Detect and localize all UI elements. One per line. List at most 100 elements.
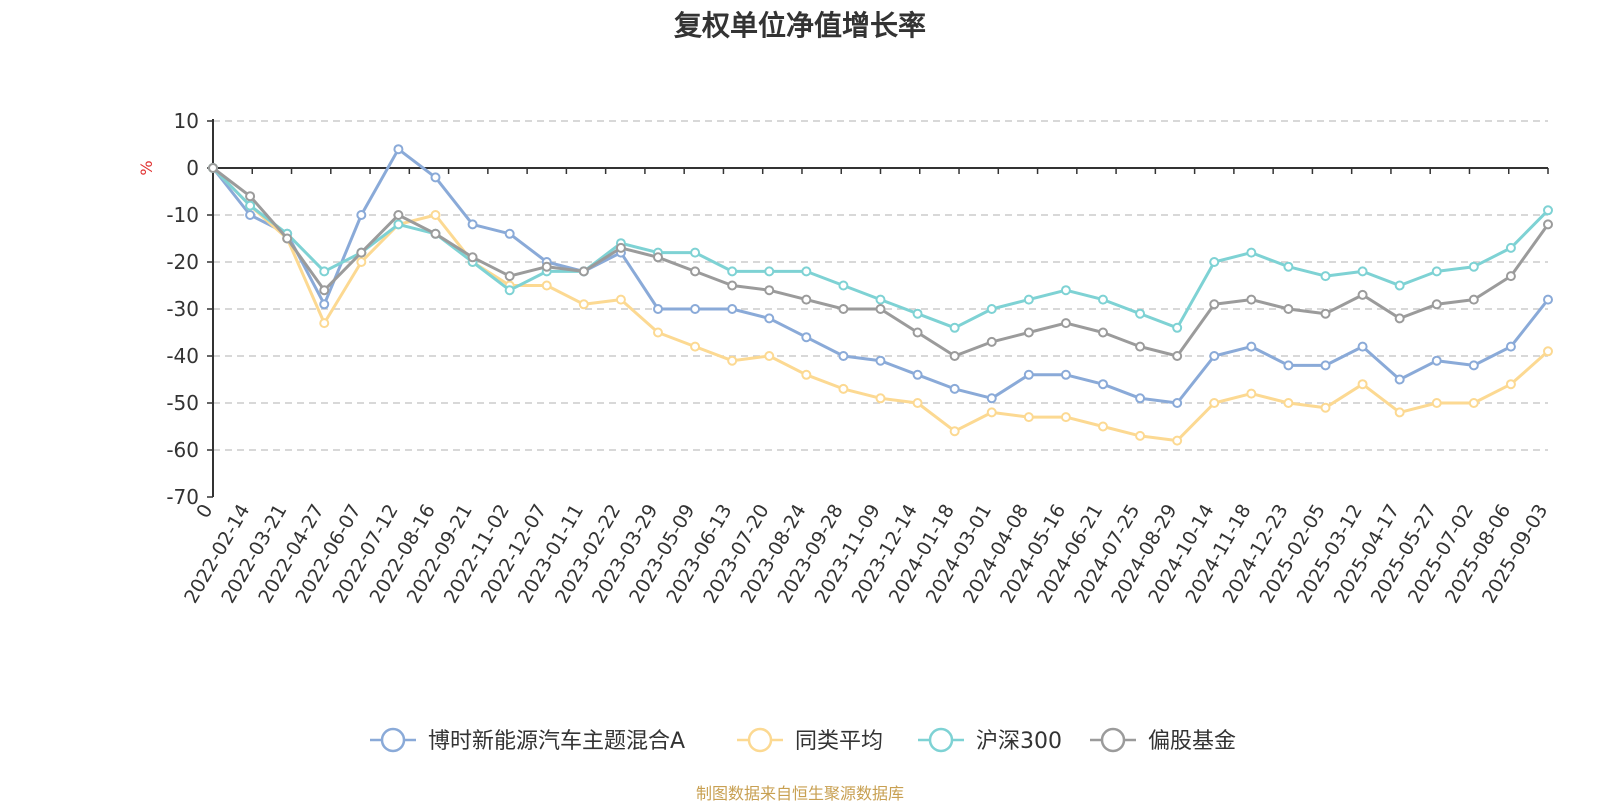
data-point [1135, 341, 1146, 352]
data-point [393, 219, 404, 230]
legend-item[interactable]: 沪深300 [918, 727, 1062, 754]
data-point [1394, 280, 1405, 291]
data-point [430, 228, 441, 239]
data-point [1209, 351, 1220, 361]
x-tick-labels: 02022-02-142022-03-212022-04-272022-06-0… [180, 500, 1552, 607]
data-point [1246, 388, 1257, 399]
axes [212, 119, 1549, 497]
data-point [504, 285, 515, 296]
data-point [1320, 402, 1331, 413]
data-point [1431, 355, 1442, 366]
data-point [319, 318, 330, 329]
data-point [1357, 341, 1368, 352]
series-lines [208, 144, 1553, 446]
data-point [1023, 327, 1034, 338]
data-point [1098, 379, 1108, 390]
data-point [875, 304, 886, 314]
data-point [430, 172, 441, 183]
data-point [208, 163, 218, 173]
data-point [727, 280, 738, 291]
y-tick-label: 0 [186, 156, 199, 180]
data-point [1431, 266, 1442, 277]
data-point [1283, 304, 1294, 314]
legend-marker-icon [380, 727, 406, 753]
data-point [245, 210, 256, 220]
data-point [764, 266, 775, 277]
data-point [949, 383, 960, 394]
data-point [1543, 346, 1553, 357]
data-point [578, 299, 589, 310]
data-point [1023, 369, 1034, 380]
data-point [653, 327, 663, 338]
data-point [467, 252, 478, 263]
data-point [356, 210, 367, 220]
y-tick-label: -50 [166, 391, 199, 415]
y-tick-label: -70 [166, 485, 199, 509]
legend-marker-icon [747, 727, 773, 753]
data-point [1135, 393, 1146, 404]
data-point [986, 407, 997, 418]
data-point [393, 210, 404, 220]
data-point [1543, 294, 1553, 305]
data-point [1060, 318, 1071, 329]
data-point [1431, 398, 1442, 408]
data-point [615, 294, 626, 305]
data-point [727, 266, 738, 277]
legend-item[interactable]: 偏股基金 [1090, 727, 1236, 754]
data-point [245, 200, 256, 211]
data-point [801, 294, 812, 305]
data-point [1543, 219, 1553, 230]
legend-label: 同类平均 [795, 729, 883, 754]
data-point [1246, 341, 1257, 352]
data-point [319, 266, 330, 277]
data-point [1283, 360, 1294, 371]
data-point [838, 351, 849, 361]
data-point [1505, 341, 1516, 352]
y-tick-label: -30 [166, 297, 199, 321]
data-point [912, 369, 923, 380]
y-tick-labels: 10 0 -10 -20 -30 -40 -50 -60 -70 [166, 109, 199, 509]
legend-marker-icon [1100, 727, 1126, 753]
data-point [1023, 294, 1034, 305]
data-point [1246, 294, 1257, 305]
data-point [949, 351, 960, 361]
data-point [1468, 398, 1479, 408]
data-point [467, 219, 478, 230]
data-point [1357, 289, 1368, 300]
data-point [764, 285, 775, 296]
data-point [912, 398, 923, 408]
data-point [1357, 266, 1368, 277]
data-point [1098, 421, 1108, 432]
data-point [1357, 379, 1368, 390]
data-point [653, 304, 663, 314]
legend-item[interactable]: 同类平均 [737, 727, 883, 754]
y-tick-label: 10 [174, 109, 199, 133]
data-point [801, 369, 812, 380]
data-point [1098, 294, 1108, 305]
data-point [1172, 351, 1183, 361]
data-point [986, 304, 997, 314]
data-point [764, 351, 775, 361]
y-tick-label: -20 [166, 250, 199, 274]
legend-marker-icon [928, 727, 954, 753]
y-tick-label: -10 [166, 203, 199, 227]
data-point [1209, 398, 1220, 408]
data-point [1468, 360, 1479, 371]
data-point [690, 341, 701, 352]
legend-item[interactable]: 博时新能源汽车主题混合A [370, 727, 685, 754]
data-point [541, 280, 552, 291]
data-point [986, 336, 997, 347]
data-point [875, 355, 886, 366]
legend-label: 博时新能源汽车主题混合A [428, 729, 685, 754]
data-point [615, 242, 626, 253]
x-tick-label: 0 [192, 501, 217, 522]
data-point [1023, 412, 1034, 423]
data-point [393, 144, 404, 155]
data-point [1320, 360, 1331, 371]
data-point [245, 191, 256, 202]
data-point [282, 233, 293, 244]
data-point [690, 304, 701, 314]
data-point [1283, 398, 1294, 408]
legend[interactable]: 博时新能源汽车主题混合A 同类平均 沪深300 偏股基金 [370, 727, 1236, 754]
